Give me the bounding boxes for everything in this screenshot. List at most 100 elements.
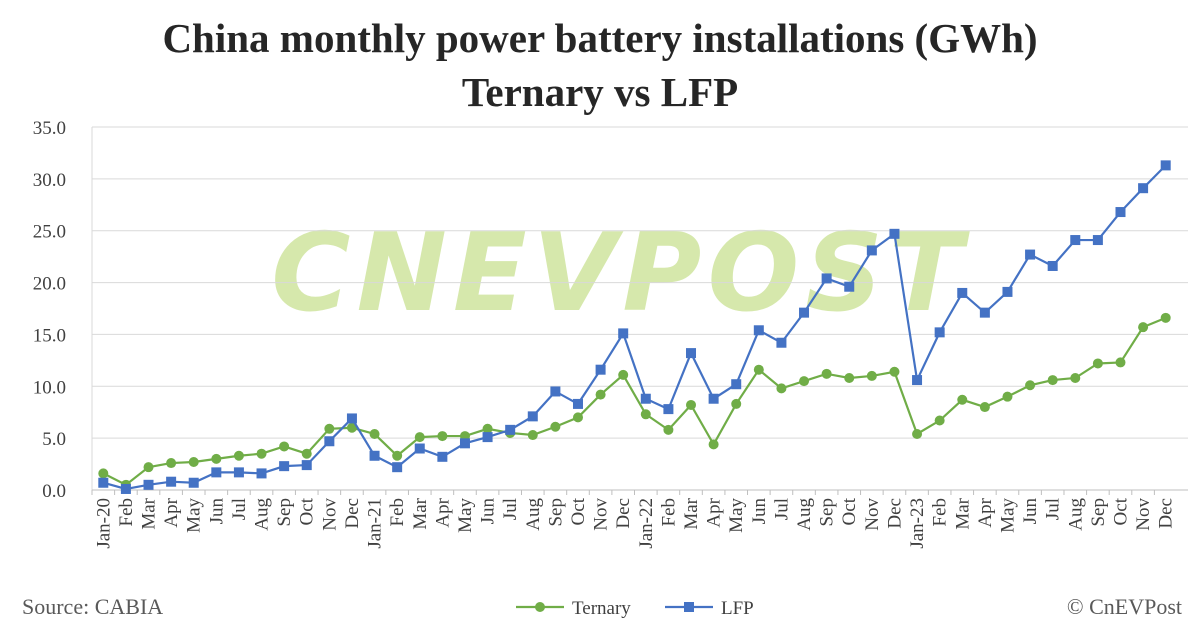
data-point <box>414 443 425 454</box>
data-point <box>1138 322 1149 333</box>
data-point <box>889 366 900 377</box>
data-point <box>753 364 764 375</box>
data-point <box>505 424 516 435</box>
legend-label: LFP <box>721 598 754 619</box>
x-tick-label: Jul <box>229 498 250 520</box>
data-point <box>572 398 583 409</box>
legend-marker <box>684 602 694 612</box>
x-tick-label: Sep <box>545 498 566 527</box>
data-point <box>957 394 968 405</box>
source-note: Source: CABIA <box>22 594 163 619</box>
x-tick-label: Jun <box>749 498 770 525</box>
x-tick-label: Sep <box>1088 498 1109 527</box>
x-tick-label: Nov <box>591 498 612 531</box>
data-point <box>188 477 199 488</box>
y-tick-label: 0.0 <box>42 481 66 502</box>
data-point <box>1160 160 1171 171</box>
x-tick-label: Feb <box>658 498 679 527</box>
data-point <box>437 431 448 442</box>
data-point <box>979 307 990 318</box>
data-point <box>1047 375 1058 386</box>
data-point <box>459 438 470 449</box>
data-point <box>1115 207 1126 218</box>
x-tick-label: Jun <box>478 498 499 525</box>
data-point <box>211 467 222 478</box>
data-point <box>686 348 697 359</box>
x-tick-label: Mar <box>139 497 160 529</box>
x-tick-label: Dec <box>884 498 905 529</box>
data-point <box>912 375 923 386</box>
data-point <box>120 483 131 494</box>
data-point <box>1070 235 1081 246</box>
x-tick-label: Apr <box>432 497 453 527</box>
data-point <box>595 364 606 375</box>
x-tick-label: Jan-21 <box>365 498 386 549</box>
x-tick-label: Aug <box>794 498 815 531</box>
data-point <box>482 432 493 443</box>
x-tick-label: Dec <box>613 498 634 529</box>
data-point <box>550 386 561 397</box>
y-tick-label: 15.0 <box>33 325 66 346</box>
x-tick-label: Sep <box>817 498 838 527</box>
x-tick-label: Jul <box>500 498 521 520</box>
data-point <box>256 448 267 459</box>
y-tick-label: 5.0 <box>42 429 66 450</box>
x-tick-label: Jan-22 <box>636 498 657 549</box>
x-tick-label: Jun <box>206 498 227 525</box>
data-point <box>708 393 719 404</box>
data-point <box>753 325 764 336</box>
data-point <box>1160 312 1171 323</box>
data-point <box>392 450 403 461</box>
data-point <box>324 436 335 447</box>
data-point <box>866 370 877 381</box>
y-tick-label: 35.0 <box>33 118 66 139</box>
data-point <box>595 389 606 400</box>
data-point <box>1025 380 1036 391</box>
data-point <box>279 441 290 452</box>
data-point <box>934 415 945 426</box>
data-point <box>866 245 877 256</box>
data-point <box>437 451 448 462</box>
data-point <box>776 383 787 394</box>
x-tick-label: Jul <box>771 498 792 520</box>
data-point <box>166 476 177 487</box>
data-point <box>188 456 199 467</box>
x-tick-label: Jan-23 <box>907 498 928 549</box>
data-point <box>527 430 538 441</box>
data-point <box>143 462 154 473</box>
data-point <box>279 461 290 472</box>
data-point <box>1092 358 1103 369</box>
x-tick-label: May <box>455 498 476 533</box>
x-tick-label: Sep <box>274 498 295 527</box>
chart-title: China monthly power battery installation… <box>162 15 1037 61</box>
chart-title: Ternary vs LFP <box>462 69 738 115</box>
x-tick-label: Dec <box>342 498 363 529</box>
data-point <box>1025 249 1036 260</box>
data-point <box>211 453 222 464</box>
x-tick-label: Apr <box>704 497 725 527</box>
x-tick-label: Feb <box>116 498 137 527</box>
data-point <box>572 412 583 423</box>
data-point <box>686 399 697 410</box>
data-point <box>301 460 312 471</box>
data-point <box>98 468 109 479</box>
data-point <box>1047 260 1058 271</box>
x-tick-label: Jul <box>1043 498 1064 520</box>
data-point <box>1002 286 1013 297</box>
x-tick-label: Dec <box>1156 498 1177 529</box>
data-point <box>1092 235 1103 246</box>
data-point <box>821 273 832 284</box>
legend-marker <box>535 602 545 612</box>
data-point <box>663 424 674 435</box>
watermark: CNEVPOST <box>271 211 970 336</box>
x-tick-label: Mar <box>681 497 702 529</box>
x-tick-label: Aug <box>252 498 273 531</box>
data-point <box>233 450 244 461</box>
x-tick-label: Jun <box>1020 498 1041 525</box>
data-point <box>618 328 629 339</box>
data-point <box>618 369 629 380</box>
y-tick-label: 30.0 <box>33 170 66 191</box>
x-tick-label: Oct <box>297 497 318 525</box>
data-point <box>934 327 945 338</box>
x-tick-label: Mar <box>410 497 431 529</box>
